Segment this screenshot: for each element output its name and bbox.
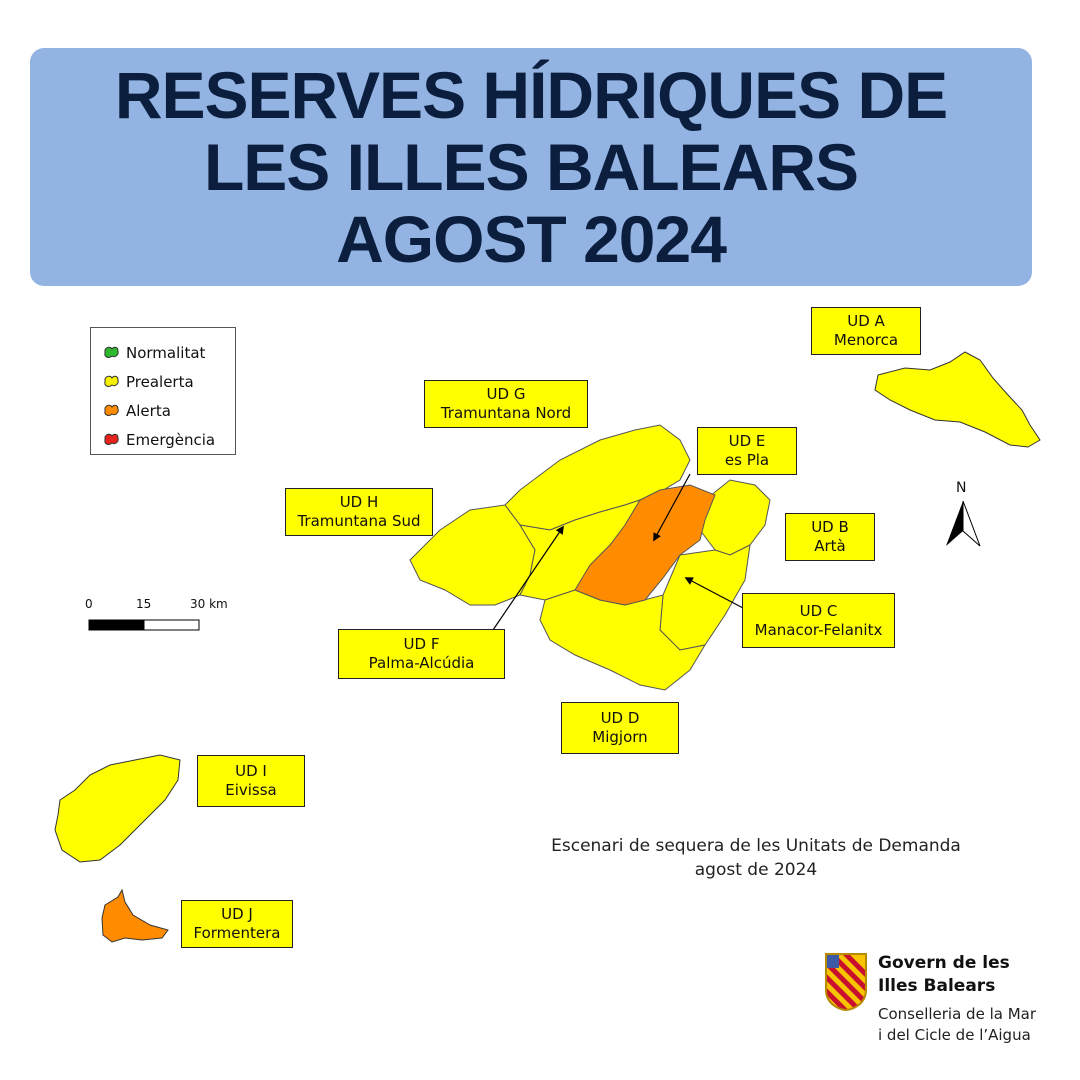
island-eivissa [54, 754, 181, 863]
zone-code: UD D [600, 709, 640, 727]
zone-b-arta [699, 479, 771, 556]
logo-line-1: Govern de les [878, 953, 1010, 973]
map-caption: Escenari de sequera de les Unitats de De… [520, 834, 992, 882]
zone-name: Artà [814, 537, 846, 555]
arrow-ud-c [684, 577, 744, 609]
title-line-2: LES ILLES BALEARS [203, 130, 859, 204]
zone-code: UD B [811, 518, 849, 536]
island-formentera [101, 888, 169, 943]
legend-label: Alerta [126, 401, 171, 420]
zone-code: UD C [799, 601, 838, 620]
label-ud-g: UD G Tramuntana Nord [424, 380, 588, 428]
scale-tick-0: 0 [85, 597, 93, 611]
swatch-icon [103, 404, 120, 417]
legend-label: Normalitat [126, 343, 206, 362]
caption-line-1: Escenari de sequera de les Unitats de De… [551, 836, 961, 856]
title-line-3: AGOST 2024 [336, 202, 727, 276]
zone-e-es-pla [574, 484, 716, 606]
swatch-icon [103, 433, 120, 446]
label-ud-h: UD H Tramuntana Sud [285, 488, 433, 536]
zone-code: UD G [486, 385, 526, 403]
title-line-1: RESERVES HÍDRIQUES DE [114, 58, 948, 132]
island-menorca [874, 351, 1041, 448]
caption-line-2: agost de 2024 [694, 860, 818, 880]
zone-name: es Pla [724, 451, 770, 469]
legend-item-normalitat: Normalitat [103, 338, 235, 367]
zone-name: Manacor-Felanitx [754, 620, 883, 639]
scale-bar [88, 619, 200, 631]
zone-code: UD J [221, 905, 253, 923]
title-banner: RESERVES HÍDRIQUES DE LES ILLES BALEARS … [30, 48, 1032, 286]
label-ud-e: UD E es Pla [697, 427, 797, 475]
swatch-icon [103, 375, 120, 388]
north-arrow-icon [946, 500, 981, 547]
legend-label: Emergència [126, 430, 216, 449]
legend-item-emergencia: Emergència [103, 425, 235, 454]
logo-text: Govern de les Illes Balears Conselleria … [878, 952, 1036, 1046]
legend-swatch-shape [104, 346, 119, 358]
arrow-ud-e [653, 473, 691, 542]
logo-line-2: Illes Balears [878, 976, 996, 996]
zone-name: Menorca [833, 331, 899, 349]
zone-name: Tramuntana Sud [297, 512, 421, 530]
arrow-ud-f [492, 525, 564, 631]
zone-code: UD F [403, 635, 440, 653]
label-ud-j: UD J Formentera [181, 900, 293, 948]
legend-label: Prealerta [126, 372, 194, 391]
govern-logo: Govern de les Illes Balears Conselleria … [824, 952, 1036, 1046]
label-ud-b: UD B Artà [785, 513, 875, 561]
zone-code: UD I [235, 762, 267, 780]
label-ud-f: UD F Palma-Alcúdia [338, 629, 505, 679]
coat-of-arms-icon [825, 953, 867, 1012]
zone-name: Migjorn [592, 728, 648, 746]
zone-name: Formentera [193, 924, 281, 942]
scale-tick-15: 15 [136, 597, 152, 611]
map-legend: Normalitat Prealerta Alerta Emergència [90, 327, 236, 455]
scale-tick-30: 30 km [190, 597, 228, 611]
zone-name: Eivissa [225, 781, 277, 799]
zone-code: UD H [339, 493, 379, 511]
north-label: N [956, 480, 967, 496]
legend-item-alerta: Alerta [103, 396, 235, 425]
zone-name: Tramuntana Nord [440, 404, 572, 422]
zone-name: Palma-Alcúdia [368, 654, 475, 672]
label-ud-a: UD A Menorca [811, 307, 921, 355]
logo-line-4: i del Cicle de l’Aigua [878, 1026, 1031, 1044]
logo-line-3: Conselleria de la Mar [878, 1005, 1037, 1023]
swatch-icon [103, 346, 120, 359]
zone-code: UD A [847, 312, 885, 330]
label-ud-c: UD C Manacor-Felanitx [742, 593, 895, 648]
label-ud-d: UD D Migjorn [561, 702, 679, 754]
page-title: RESERVES HÍDRIQUES DE LES ILLES BALEARS … [114, 58, 948, 276]
label-ud-i: UD I Eivissa [197, 755, 305, 807]
legend-item-prealerta: Prealerta [103, 367, 235, 396]
zone-code: UD E [728, 432, 766, 450]
